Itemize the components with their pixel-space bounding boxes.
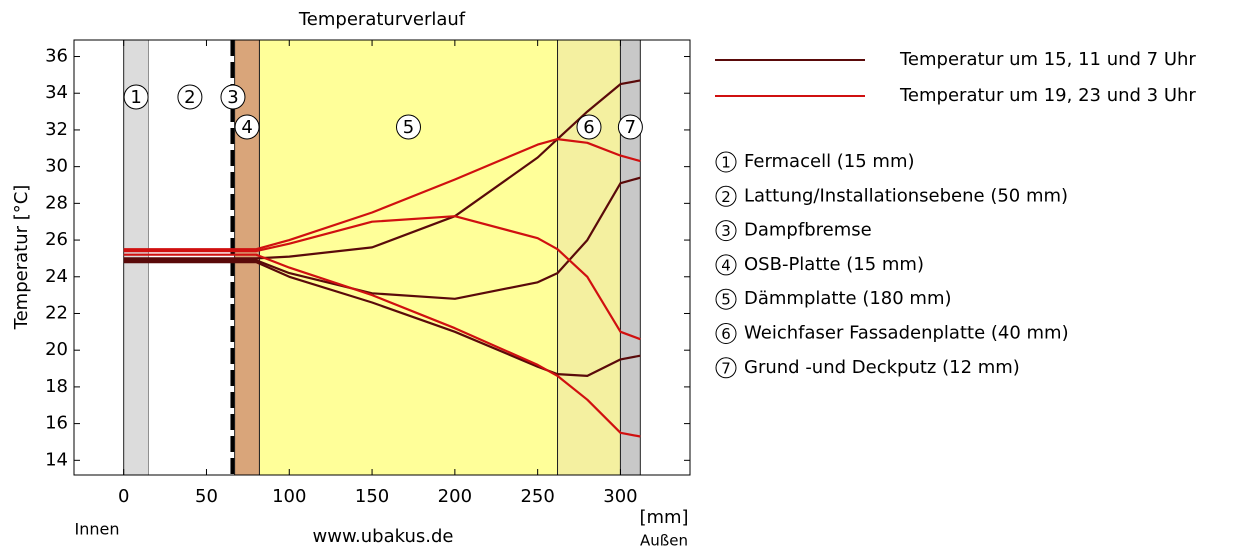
y-tick-label: 18 <box>45 376 68 397</box>
layer-marker-number: 7 <box>625 117 636 138</box>
layer-legend-number: 4 <box>721 256 731 274</box>
layer-legend-number: 6 <box>721 325 731 343</box>
layer-legend-label: Dämmplatte (180 mm) <box>744 288 952 309</box>
y-tick-label: 14 <box>45 449 68 470</box>
y-tick-label: 20 <box>45 339 68 360</box>
y-tick-label: 22 <box>45 302 68 323</box>
y-axis-label: Temperatur [°C] <box>11 185 32 331</box>
outside-label: Außen <box>640 532 688 550</box>
layer-legend-number: 7 <box>721 359 731 377</box>
layer-marker-number: 2 <box>184 87 195 108</box>
legend-label: Temperatur um 19, 23 und 3 Uhr <box>899 85 1196 106</box>
inside-label: Innen <box>75 520 120 539</box>
layer-legend-number: 5 <box>721 291 731 309</box>
chart-title: Temperaturverlauf <box>298 9 466 30</box>
y-tick-label: 32 <box>45 119 68 140</box>
layer-marker-number: 6 <box>583 117 594 138</box>
layer-legend-number: 2 <box>721 188 731 206</box>
x-tick-label: 50 <box>195 486 218 507</box>
x-tick-label: 100 <box>272 486 306 507</box>
x-tick-label: 200 <box>438 486 472 507</box>
layer-legend-label: Lattung/Installationsebene (50 mm) <box>744 185 1068 206</box>
y-tick-label: 16 <box>45 413 68 434</box>
legend-label: Temperatur um 15, 11 und 7 Uhr <box>899 49 1196 70</box>
layer-band <box>259 40 557 475</box>
layer-legend-label: Dampfbremse <box>744 220 872 241</box>
layer-legend-label: Fermacell (15 mm) <box>744 151 915 172</box>
layer-marker-number: 4 <box>241 117 252 138</box>
layer-legend-number: 3 <box>721 222 731 240</box>
y-tick-label: 30 <box>45 156 68 177</box>
source: www.ubakus.de <box>313 526 454 547</box>
x-tick-label: 300 <box>603 486 637 507</box>
x-tick-label: 250 <box>520 486 554 507</box>
layer-legend-label: Grund -und Deckputz (12 mm) <box>744 357 1020 378</box>
y-tick-label: 26 <box>45 229 68 250</box>
layer-legend-label: Weichfaser Fassadenplatte (40 mm) <box>744 323 1069 344</box>
layer-marker-number: 5 <box>403 117 414 138</box>
y-tick-label: 24 <box>45 266 68 287</box>
layer-legend-label: OSB-Platte (15 mm) <box>744 254 924 275</box>
x-tick-label: 150 <box>355 486 389 507</box>
layer-marker-number: 3 <box>227 87 238 108</box>
x-axis-label: [mm] <box>639 507 688 528</box>
x-tick-label: 0 <box>118 486 129 507</box>
y-tick-label: 36 <box>45 46 68 67</box>
layer-marker-number: 1 <box>130 87 141 108</box>
layer-band <box>620 40 640 475</box>
chart: Temperaturverlauf Temperatur [°C] [mm] A… <box>0 0 1260 551</box>
layer-legend-number: 1 <box>721 154 731 172</box>
y-tick-label: 34 <box>45 82 68 103</box>
y-tick-label: 28 <box>45 192 68 213</box>
